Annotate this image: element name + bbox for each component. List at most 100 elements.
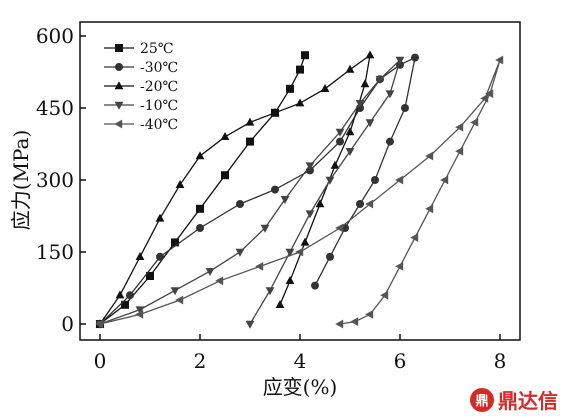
data-point-2-14 (345, 127, 355, 136)
data-point-1-1 (126, 291, 134, 300)
data-point-4-0 (95, 319, 104, 329)
legend-marker-0 (115, 44, 123, 52)
data-point-0-4 (196, 204, 204, 213)
data-point-3-4 (235, 248, 245, 257)
legend-marker-4 (114, 119, 123, 129)
series-layer (95, 50, 504, 329)
x-tick-label: 4 (294, 349, 307, 373)
data-point-3-14 (345, 148, 355, 156)
watermark-text: 鼎达信 (498, 389, 558, 413)
data-point-3-12 (385, 90, 395, 99)
data-point-4-1 (135, 310, 144, 319)
legend-marker-1 (115, 63, 123, 71)
data-point-3-7 (305, 162, 315, 171)
data-point-1-18 (311, 281, 319, 290)
data-point-2-15 (330, 160, 340, 169)
watermark: 鼎 鼎达信 (470, 385, 558, 414)
data-point-4-22 (350, 317, 359, 326)
series-line-3 (99, 57, 402, 325)
x-tick-label: 0 (94, 349, 107, 373)
data-point-4-12 (495, 55, 504, 65)
legend-marker-2 (114, 81, 124, 90)
y-axis-label: 应力(MPa) (9, 130, 33, 231)
data-point-2-16 (315, 199, 325, 208)
data-point-4-20 (380, 290, 389, 300)
data-point-4-23 (335, 319, 344, 329)
x-axis-label: 应变(%) (263, 375, 338, 399)
data-point-0-2 (146, 272, 154, 280)
data-point-2-19 (275, 300, 285, 308)
data-point-4-16 (440, 175, 449, 185)
y-tick-label: 300 (36, 168, 74, 192)
data-point-3-11 (395, 56, 405, 65)
data-point-2-4 (175, 180, 185, 188)
y-tick-label: 0 (61, 312, 74, 336)
data-point-2-8 (270, 108, 280, 116)
legend-label-3: -10℃ (140, 98, 178, 114)
data-point-3-15 (325, 176, 335, 185)
data-point-0-6 (246, 137, 254, 146)
data-point-3-5 (260, 224, 270, 233)
data-point-2-11 (345, 64, 355, 73)
data-point-0-3 (171, 238, 179, 247)
data-point-3-6 (280, 196, 290, 204)
y-tick-label: 450 (36, 96, 74, 120)
data-point-4-10 (455, 122, 464, 132)
data-point-4-15 (455, 146, 464, 156)
data-point-2-12 (365, 50, 375, 59)
data-point-3-17 (285, 248, 295, 257)
data-point-2-9 (295, 98, 305, 107)
data-point-0-5 (221, 171, 229, 180)
data-point-4-8 (395, 175, 404, 185)
data-point-3-18 (265, 287, 275, 296)
data-point-1-17 (326, 252, 334, 261)
data-point-1-7 (336, 137, 344, 146)
data-point-2-18 (285, 276, 295, 284)
data-point-1-3 (196, 224, 204, 232)
data-point-3-16 (305, 210, 315, 219)
data-point-2-17 (300, 237, 310, 246)
legend-label-4: -40℃ (140, 117, 178, 133)
data-point-2-6 (220, 132, 230, 140)
y-axis-ticks: 0 150 300 450 600 (36, 24, 86, 336)
data-point-0-8 (286, 84, 294, 93)
data-point-4-13 (485, 89, 494, 98)
legend-label-1: -30℃ (140, 60, 178, 76)
data-point-1-14 (371, 176, 379, 184)
data-point-2-10 (320, 84, 330, 92)
data-point-1-12 (401, 104, 409, 112)
data-point-2-13 (360, 79, 370, 88)
data-point-3-10 (375, 76, 385, 84)
legend-label-0: 25℃ (140, 41, 173, 57)
data-point-3-1 (135, 306, 145, 315)
data-point-2-1 (115, 290, 125, 299)
y-tick-label: 150 (36, 240, 74, 264)
data-point-4-17 (425, 204, 434, 214)
data-point-0-10 (301, 51, 309, 60)
legend: 25℃ -30℃ -20℃ -10℃ -40℃ (104, 41, 178, 133)
data-point-4-9 (425, 151, 434, 161)
series-line-4 (99, 59, 501, 325)
data-point-2-2 (135, 252, 145, 260)
x-tick-label: 2 (194, 349, 207, 373)
data-point-4-5 (295, 247, 304, 257)
data-point-1-5 (271, 185, 279, 194)
x-tick-label: 8 (494, 349, 507, 373)
x-axis-ticks: 0 2 4 6 8 (94, 334, 507, 373)
data-point-0-1 (121, 300, 129, 309)
data-point-3-8 (335, 128, 345, 137)
data-point-1-2 (156, 252, 164, 261)
data-point-3-13 (365, 119, 375, 128)
data-point-0-9 (296, 65, 304, 74)
watermark-logo-icon: 鼎 (470, 387, 494, 412)
data-point-4-19 (395, 262, 404, 271)
data-point-4-21 (365, 310, 374, 319)
data-point-3-9 (355, 100, 365, 108)
data-point-4-2 (175, 295, 184, 305)
data-point-1-15 (356, 200, 364, 208)
data-point-4-18 (410, 233, 419, 242)
data-point-4-7 (365, 199, 374, 209)
data-point-2-3 (155, 213, 165, 222)
data-point-3-2 (170, 287, 180, 296)
